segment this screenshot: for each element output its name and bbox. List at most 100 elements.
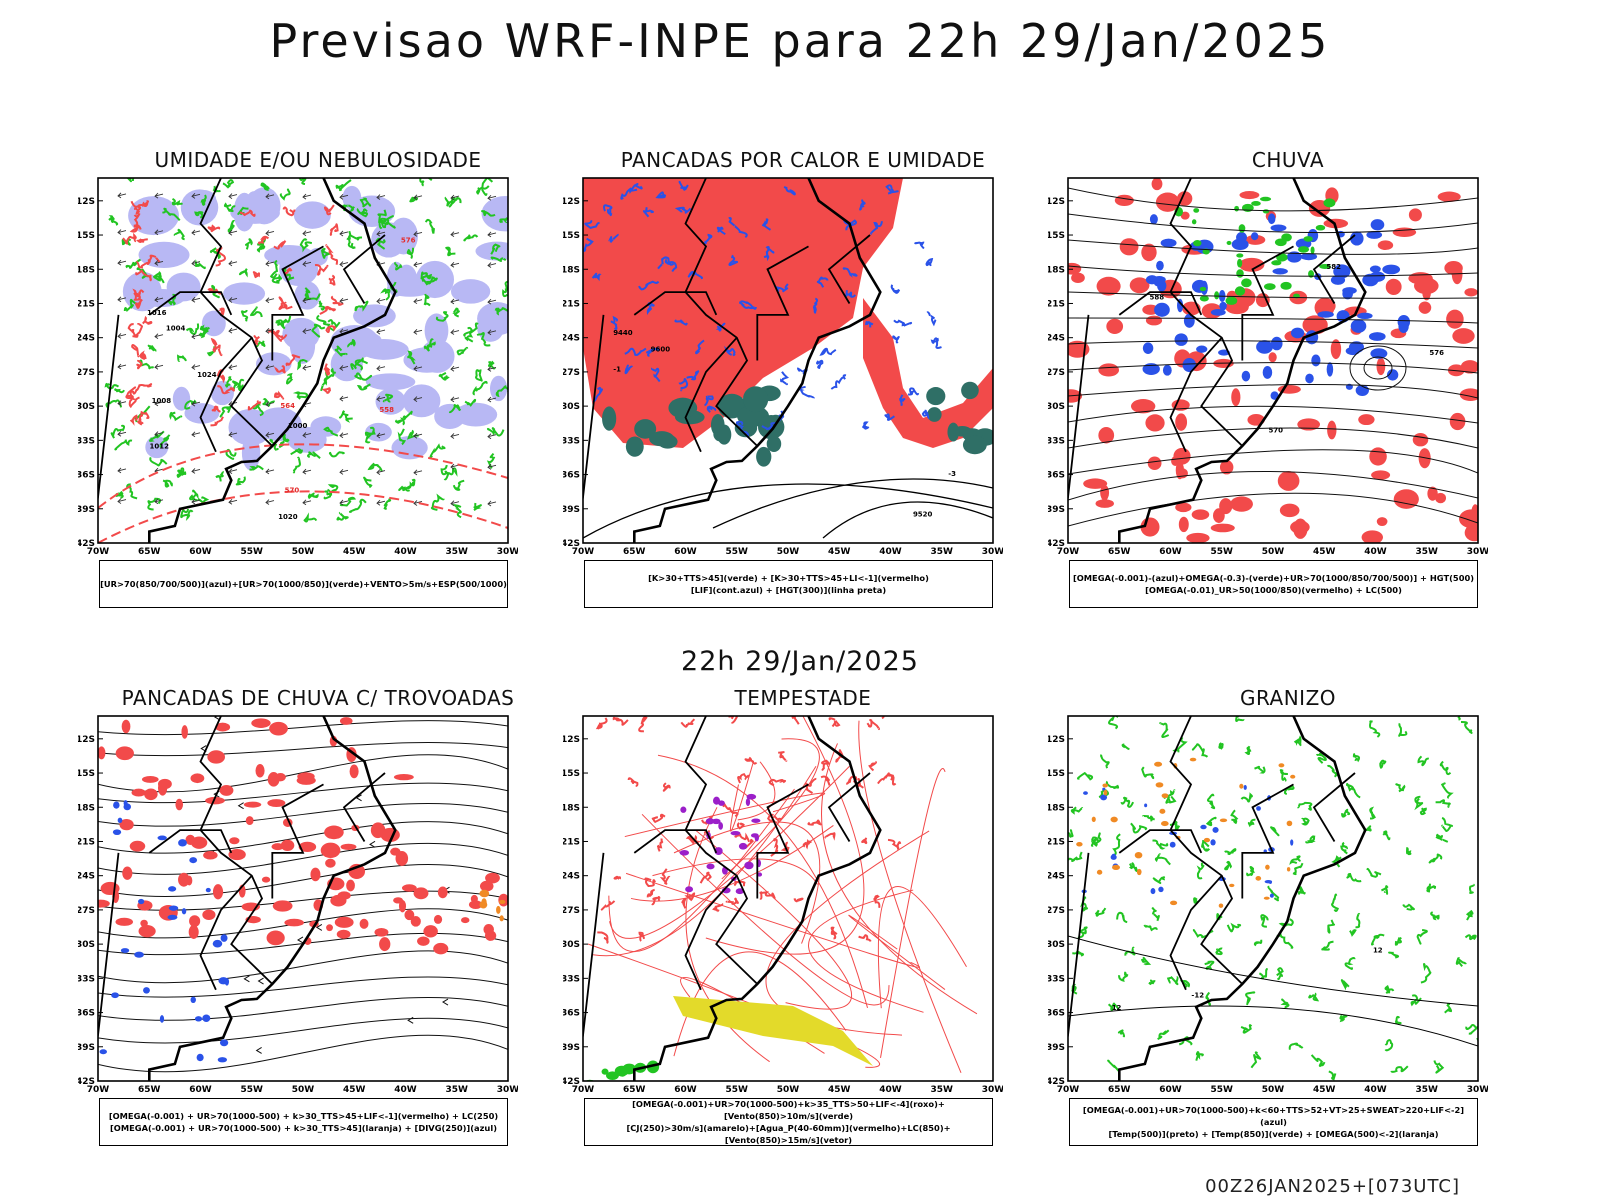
lon-tick-label: 60W <box>1159 1085 1182 1095</box>
rain-area <box>1326 362 1334 377</box>
wind-vector <box>228 364 238 371</box>
thickness-contour <box>330 295 344 306</box>
water-contour <box>861 837 868 845</box>
wind-vector <box>413 365 423 372</box>
thunderstorm-area <box>186 875 193 886</box>
temp-850-contour <box>1455 957 1467 967</box>
temp-850-contour <box>1070 806 1084 815</box>
thickness-contour <box>321 387 331 394</box>
water-contour <box>770 838 779 857</box>
temp-850-contour <box>1107 1002 1120 1012</box>
rain-area <box>1290 520 1310 534</box>
rain-area <box>1231 388 1241 407</box>
hail-area <box>1290 839 1294 846</box>
lifted-index-contour <box>739 300 757 310</box>
thickness-contour <box>329 223 339 236</box>
political-border <box>148 829 233 854</box>
convective-core <box>961 381 979 400</box>
thunderstorm-area <box>243 801 262 808</box>
rain-area <box>1311 354 1321 367</box>
rain-area <box>1175 502 1192 513</box>
rain-area <box>1186 532 1210 543</box>
convective-core <box>717 424 732 445</box>
humidity-contour <box>328 451 345 458</box>
streamline <box>858 720 962 1074</box>
political-border <box>1169 716 1243 985</box>
water-contour <box>807 819 822 826</box>
hail-area <box>1100 794 1108 801</box>
thickness-contour <box>210 416 224 427</box>
rain-area <box>1191 219 1197 225</box>
humidity-contour <box>490 256 507 262</box>
lat-tick-label: 27S <box>1048 906 1065 916</box>
humidity-contour <box>348 498 367 513</box>
page-title: Previsao WRF-INPE para 22h 29/Jan/2025 <box>269 14 1331 68</box>
geopotential-contour <box>583 483 993 539</box>
humidity-shade <box>287 426 327 453</box>
flow-arrow <box>369 840 376 848</box>
thunderstorm-area <box>485 872 500 884</box>
streamline <box>98 950 508 984</box>
storm-area <box>751 818 761 823</box>
humidity-contour <box>114 388 125 394</box>
cyclonic-vortex <box>1349 345 1407 391</box>
humidity-contour <box>282 434 290 443</box>
contour-label: -12 <box>1191 992 1204 1000</box>
thickness-contour <box>129 224 140 233</box>
thickness-contour <box>319 305 336 315</box>
thickness-contour <box>284 267 293 275</box>
temp-850-contour <box>1250 1051 1262 1069</box>
temp-850-contour <box>1384 984 1395 995</box>
wind-vector <box>191 193 201 199</box>
rain-area <box>1263 283 1276 291</box>
humidity-contour <box>336 511 349 521</box>
temp-850-contour <box>1195 1050 1204 1061</box>
water-contour <box>685 834 699 845</box>
rain-area <box>1268 352 1277 363</box>
lon-tick-label: 70W <box>572 1085 595 1095</box>
water-contour <box>828 717 841 728</box>
temp-850-contour <box>1077 772 1094 781</box>
omega-area <box>1159 808 1166 814</box>
temp-850-contour <box>1293 735 1302 747</box>
thickness-contour <box>325 244 339 265</box>
temp-850-contour <box>1196 862 1205 880</box>
contour-label: 1008 <box>152 397 172 405</box>
rain-area <box>1437 191 1461 202</box>
political-border <box>1118 291 1203 316</box>
humidity-contour <box>395 417 405 426</box>
thickness-contour <box>130 200 142 215</box>
thunderstorm-area <box>339 717 353 725</box>
thickness-contour <box>136 238 148 244</box>
humidity-contour <box>375 237 386 250</box>
thickness-contour <box>278 301 288 311</box>
lat-tick-label: 18S <box>563 803 580 813</box>
lon-tick-label: 70W <box>572 547 595 557</box>
humidity-contour <box>126 483 138 500</box>
temp-850-contour <box>1379 759 1387 769</box>
lifted-index-contour <box>925 257 934 267</box>
lifted-index-contour <box>664 257 678 273</box>
wind-vector <box>339 365 349 371</box>
thickness-contour <box>325 325 336 334</box>
wind-vector <box>154 363 164 370</box>
temp-850-contour <box>1226 922 1242 933</box>
storm-area <box>685 886 694 893</box>
lifted-index-contour <box>703 233 713 245</box>
lifted-index-contour <box>890 284 901 294</box>
rain-area <box>1446 309 1464 329</box>
thunderstorm-area <box>228 849 246 861</box>
water-contour <box>638 931 645 942</box>
instability-area <box>863 298 993 448</box>
humidity-shade <box>420 339 455 373</box>
humidity-contour <box>445 467 458 477</box>
humidity-contour <box>346 234 356 249</box>
thunderstorm-area <box>138 925 156 938</box>
water-contour <box>734 832 751 843</box>
rain-area <box>1162 364 1172 376</box>
humidity-contour <box>269 260 279 279</box>
divergence-area <box>196 1053 204 1062</box>
rain-area <box>1427 486 1438 501</box>
flow-arrow <box>315 924 323 931</box>
